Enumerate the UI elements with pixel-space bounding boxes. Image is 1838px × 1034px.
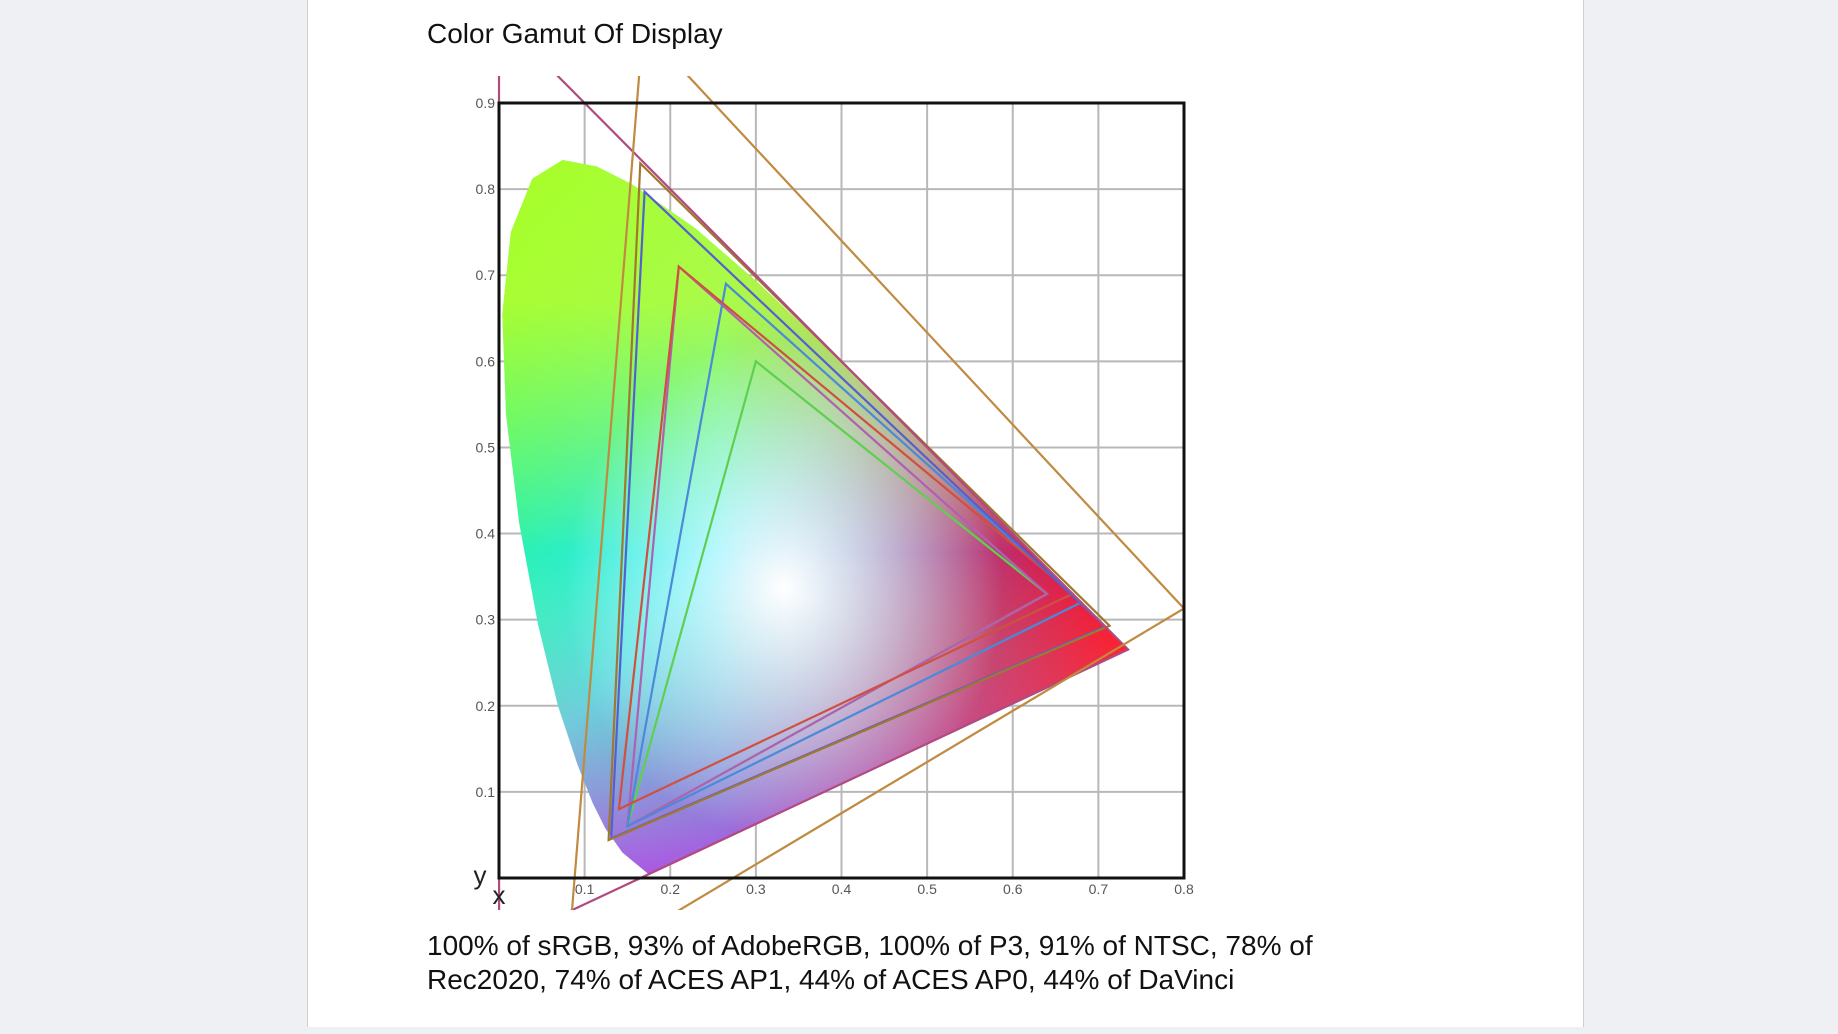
x-tick-label: 0.6 <box>1003 881 1023 897</box>
gamut-triangle <box>626 264 1049 829</box>
y-tick-label: 0.7 <box>476 267 496 283</box>
x-tick-label: 0.3 <box>746 881 766 897</box>
x-tick-label: 0.8 <box>1174 881 1194 897</box>
x-tick-label: 0.1 <box>575 881 595 897</box>
y-tick-label: 0.8 <box>476 181 496 197</box>
caption-line: Rec2020, 74% of ACES AP1, 44% of ACES AP… <box>427 964 1235 995</box>
gamut-triangle <box>617 264 1075 811</box>
x-axis-label: x <box>493 880 506 910</box>
y-tick-label: 0.2 <box>476 698 496 714</box>
caption-line: 100% of sRGB, 93% of AdobeRGB, 100% of P… <box>427 930 1313 961</box>
y-tick-label: 0.5 <box>476 439 496 455</box>
y-tick-label: 0.9 <box>476 95 496 111</box>
x-tick-label: 0.2 <box>661 881 681 897</box>
x-tick-label: 0.5 <box>917 881 937 897</box>
gamut-group <box>497 76 1186 910</box>
y-tick-label: 0.3 <box>476 612 496 628</box>
spectral-locus-fill <box>502 160 1129 874</box>
plot-frame <box>497 101 1186 880</box>
y-tick-label: 0.4 <box>476 526 496 542</box>
y-tick-label: 0.6 <box>476 353 496 369</box>
gamut-triangle <box>625 281 1084 829</box>
y-axis-label: y <box>474 860 487 890</box>
heading: Color Gamut Of Display <box>427 18 723 49</box>
x-tick-label: 0.4 <box>832 881 852 897</box>
y-tick-label: 0.1 <box>476 784 496 800</box>
x-tick-label: 0.7 <box>1089 881 1109 897</box>
gamut-triangle <box>570 76 1186 910</box>
